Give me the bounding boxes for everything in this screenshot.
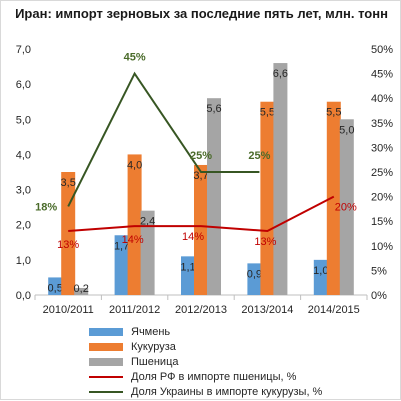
bar-barley	[48, 277, 63, 295]
bar-corn	[260, 101, 275, 295]
y2-axis-tick-label: 20%	[371, 192, 393, 204]
data-label-wheat: 5,0	[339, 124, 354, 136]
x-axis-tick-label: 2012/2013	[175, 304, 227, 316]
bar-wheat	[74, 287, 89, 295]
bar-corn	[326, 101, 341, 295]
bar-corn	[127, 154, 142, 295]
data-label-ukraine-share: 25%	[248, 150, 270, 162]
data-label-rf-share: 14%	[122, 234, 144, 246]
data-label-wheat: 6,6	[273, 68, 288, 80]
data-label-rf-share: 13%	[254, 236, 276, 248]
data-label-barley: 1,1	[180, 261, 195, 273]
y2-axis-tick-label: 45%	[371, 69, 393, 81]
data-label-corn: 5,5	[260, 107, 275, 119]
legend-item-rf-share: Доля РФ в импорте пшеницы, %	[89, 369, 322, 384]
legend-label-barley: Ячмень	[131, 325, 171, 338]
data-label-barley: 1,0	[313, 265, 328, 277]
legend-swatch-wheat	[89, 357, 123, 366]
bar-wheat	[140, 210, 155, 295]
legend-item-corn: Кукуруза	[89, 339, 322, 354]
data-label-corn: 4,0	[127, 159, 142, 171]
data-label-wheat: 0,2	[74, 283, 89, 295]
legend-swatch-barley	[89, 327, 123, 336]
y2-axis-tick-label: 35%	[371, 118, 393, 130]
legend: Ячмень Кукуруза Пшеница Доля РФ в импорт…	[89, 324, 322, 399]
data-label-barley: 0,5	[48, 282, 63, 294]
bar-corn	[194, 164, 208, 295]
x-axis-tick-label: 2013/2014	[241, 304, 293, 316]
chart-title: Иран: импорт зерновых за последние пять …	[15, 6, 388, 21]
legend-item-barley: Ячмень	[89, 324, 322, 339]
legend-label-wheat: Пшеница	[131, 355, 179, 368]
legend-item-ukraine-share: Доля Украины в импорте кукурузы, %	[89, 384, 322, 399]
bar-barley	[181, 256, 195, 295]
data-label-barley: 1,7	[114, 240, 129, 252]
legend-swatch-corn	[89, 342, 123, 351]
data-label-rf-share: 14%	[182, 231, 204, 243]
bar-barley	[247, 263, 262, 295]
x-axis-tick-label: 2014/2015	[308, 304, 360, 316]
y2-axis-tick-label: 5%	[371, 265, 387, 277]
y2-axis-tick-label: 30%	[371, 142, 393, 154]
y-axis-tick-label: 7,0	[16, 44, 31, 56]
bar-wheat	[207, 98, 221, 295]
y2-axis-tick-label: 10%	[371, 241, 393, 253]
y2-axis-tick-label: 50%	[371, 44, 393, 56]
data-label-wheat: 2,4	[140, 216, 155, 228]
data-label-ukraine-share: 18%	[35, 201, 57, 213]
data-label-corn: 3,5	[61, 177, 76, 189]
bar-barley	[114, 235, 129, 295]
y2-axis-tick-label: 40%	[371, 93, 393, 105]
legend-swatch-ukraine-share	[89, 390, 123, 393]
legend-label-ukraine-share: Доля Украины в импорте кукурузы, %	[131, 385, 323, 398]
y-axis-tick-label: 3,0	[16, 185, 31, 197]
y-axis-tick-label: 2,0	[16, 220, 31, 232]
y-axis-tick-label: 6,0	[16, 79, 31, 91]
data-label-rf-share: 13%	[57, 239, 79, 251]
y2-axis-tick-label: 0%	[371, 290, 387, 302]
data-label-ukraine-share: 45%	[124, 52, 146, 64]
legend-label-rf-share: Доля РФ в импорте пшеницы, %	[131, 370, 297, 383]
data-label-corn: 5,5	[326, 107, 341, 119]
y-axis-tick-label: 0,0	[16, 290, 31, 302]
data-label-ukraine-share: 25%	[190, 150, 212, 162]
data-label-rf-share: 20%	[335, 202, 357, 214]
legend-label-corn: Кукуруза	[131, 340, 176, 353]
line-rf-share	[68, 195, 335, 233]
bar-barley	[313, 259, 328, 295]
y2-axis-tick-label: 25%	[371, 167, 393, 179]
bar-wheat	[273, 63, 288, 295]
x-axis-tick-label: 2010/2011	[43, 304, 94, 316]
legend-swatch-rf-share	[89, 375, 123, 378]
bar-wheat	[339, 119, 354, 296]
data-label-wheat: 5,6	[206, 103, 221, 115]
y-axis-tick-label: 1,0	[16, 255, 31, 267]
x-axis-tick-label: 2011/2012	[109, 304, 160, 316]
y-axis-tick-label: 4,0	[16, 149, 31, 161]
legend-item-wheat: Пшеница	[89, 354, 322, 369]
line-ukraine-share	[67, 71, 260, 207]
y-axis-tick-label: 5,0	[16, 114, 31, 126]
bar-corn	[61, 172, 76, 295]
data-label-barley: 0,9	[247, 268, 262, 280]
y2-axis-tick-label: 15%	[371, 216, 393, 228]
